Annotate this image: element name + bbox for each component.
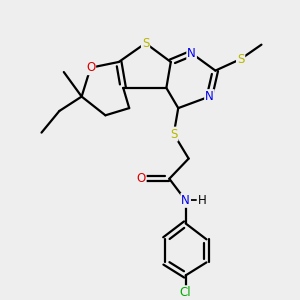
Text: S: S [170, 128, 178, 141]
Text: O: O [136, 172, 146, 185]
Text: N: N [181, 194, 190, 207]
Text: S: S [142, 37, 149, 50]
Text: N: N [205, 90, 214, 103]
Text: N: N [187, 47, 196, 60]
Text: S: S [237, 52, 244, 66]
Text: H: H [198, 194, 206, 207]
Text: O: O [86, 61, 95, 74]
Text: Cl: Cl [180, 286, 191, 299]
